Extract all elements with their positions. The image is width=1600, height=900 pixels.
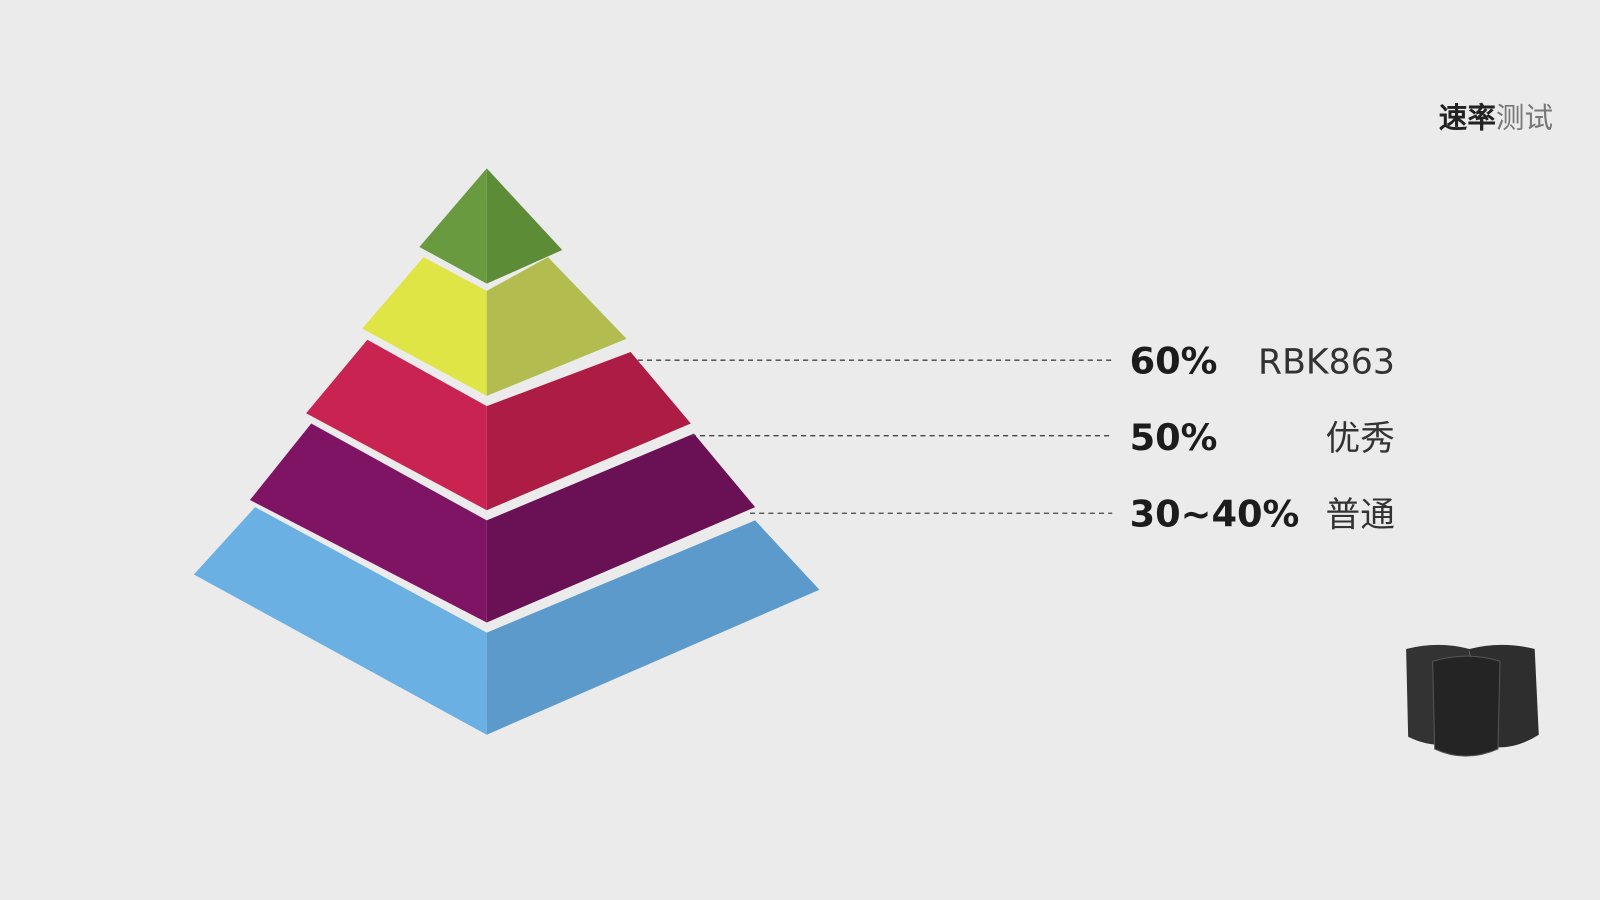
layer-face (486, 257, 627, 396)
level-label: RBK863 (1258, 342, 1395, 382)
level-label: 普通 (1326, 496, 1395, 536)
router-unit (1432, 655, 1501, 757)
layer-face (486, 168, 563, 284)
layer-face (419, 168, 487, 284)
title-bold: 速率 (1439, 101, 1496, 135)
slide-title: 速率测试 (1439, 101, 1553, 135)
level-percent: 60% (1130, 339, 1218, 382)
layer-face (362, 257, 487, 396)
layer-face (193, 507, 487, 735)
layer-face (306, 339, 487, 511)
layer-face (486, 433, 756, 623)
title-light: 测试 (1496, 101, 1553, 135)
level-percent: 30~40% (1130, 493, 1300, 536)
layer-face (486, 520, 820, 735)
pyramid (193, 168, 820, 735)
router-image (1406, 644, 1539, 757)
layer-face (486, 352, 691, 511)
layer-face (250, 423, 487, 623)
level-percent: 50% (1130, 416, 1218, 459)
level-label: 优秀 (1326, 419, 1395, 459)
